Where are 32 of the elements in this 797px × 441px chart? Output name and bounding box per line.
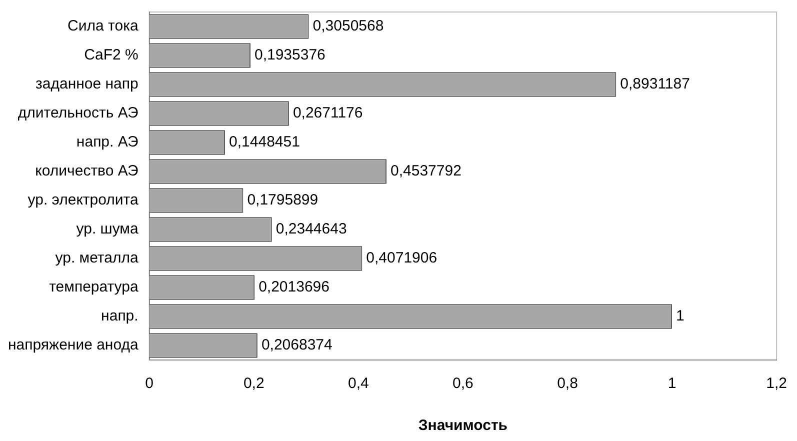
y-tick-label: длительность АЭ [18,104,139,122]
y-tick-label: ур. шума [76,220,139,238]
x-axis-title: Значимость [418,417,508,434]
x-tick-label: 1,2 [766,375,788,392]
data-label: 0,4071906 [366,250,438,267]
y-tick-label: CaF2 % [84,46,138,64]
x-tick-label: 0,4 [348,375,369,392]
data-label: 0,1448451 [229,134,300,151]
x-tick-label: 0,2 [243,375,264,392]
data-label: 0,3050568 [312,18,384,35]
data-label: 0,1795899 [247,192,318,209]
y-tick-label: напр. [101,308,138,325]
y-tick-label: количество АЭ [35,162,139,180]
x-tick-label: 0 [145,375,154,392]
x-tick-label: 0,6 [452,375,474,392]
x-tick-label: 0,8 [557,375,578,392]
y-tick-label: Сила тока [68,18,139,35]
data-label: 0,4537792 [390,162,462,180]
data-label: 0,1935376 [254,46,326,64]
y-tick-label: температура [49,278,139,296]
data-label: 0,8931187 [620,76,690,93]
data-label: 0,2344643 [276,220,347,238]
data-label: 1 [676,308,684,325]
data-label: 0,2068374 [261,336,332,354]
y-tick-label: напр. АЭ [76,134,139,151]
y-tick-label: заданное напр [36,76,138,93]
data-label: 0,2013696 [258,278,330,296]
y-tick-label: напряжение анода [8,336,139,354]
y-tick-label: ур. электролита [28,192,139,209]
x-tick-label: 1 [668,375,676,392]
data-label: 0,2671176 [292,104,363,122]
y-tick-label: ур. металла [55,250,139,267]
